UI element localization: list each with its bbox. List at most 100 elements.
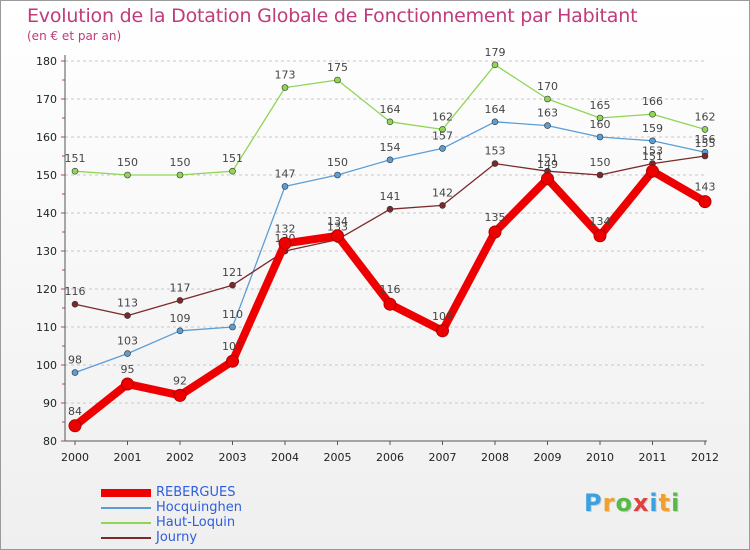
data-point [173, 388, 187, 402]
data-point [698, 195, 712, 209]
legend-swatch [101, 507, 151, 509]
logo-letter: i [649, 489, 659, 517]
data-label: 159 [642, 122, 663, 135]
data-label: 133 [327, 221, 348, 234]
data-point [71, 300, 79, 308]
legend-label: REBERGUES [156, 485, 236, 500]
data-label: 143 [695, 181, 716, 194]
data-label: 134 [327, 215, 348, 228]
data-label: 156 [695, 133, 716, 146]
data-point [386, 118, 394, 126]
data-label: 142 [432, 186, 453, 199]
y-tick-label: 170 [36, 93, 57, 106]
data-label: 154 [380, 141, 401, 154]
data-point [649, 137, 656, 145]
data-point [544, 95, 551, 103]
data-label: 117 [170, 281, 191, 294]
data-point [334, 171, 341, 179]
legend-item: Hocquinghen [101, 500, 361, 516]
x-tick-label: 2003 [219, 451, 247, 464]
data-label: 147 [275, 167, 296, 180]
data-point [491, 160, 499, 167]
chart-subtitle: (en € et par an) [27, 29, 122, 43]
logo-letter: i [671, 489, 681, 517]
data-point [701, 152, 709, 160]
data-label: 103 [117, 335, 138, 348]
data-point [596, 114, 604, 122]
data-label: 165 [590, 99, 611, 112]
data-point [331, 229, 344, 243]
x-tick-label: 2000 [61, 451, 89, 464]
data-point [386, 205, 394, 213]
x-tick-label: 2008 [481, 451, 509, 464]
y-tick-label: 180 [36, 55, 57, 68]
data-point [176, 297, 184, 304]
data-label: 157 [432, 129, 453, 142]
x-tick-label: 2009 [534, 451, 562, 464]
legend-item: Haut-Loquin [101, 515, 361, 531]
data-point [229, 167, 236, 175]
data-point [646, 164, 659, 178]
data-label: 109 [170, 312, 191, 325]
data-label: 135 [485, 211, 506, 224]
legend-label: Hocquinghen [156, 500, 242, 515]
legend-label: Journy [156, 530, 198, 545]
data-label: 170 [537, 80, 558, 93]
data-label: 155 [695, 137, 716, 150]
data-point [439, 202, 446, 209]
data-label: 150 [590, 156, 611, 169]
data-point [121, 377, 134, 391]
data-label: 141 [380, 190, 401, 203]
data-label: 166 [642, 95, 663, 108]
data-point [491, 118, 499, 126]
data-label: 160 [590, 118, 611, 131]
data-point [229, 323, 236, 331]
data-point [439, 145, 446, 152]
data-point [334, 76, 341, 84]
data-point [71, 369, 79, 376]
data-point [176, 171, 184, 179]
data-point [383, 297, 397, 311]
x-tick-label: 2012 [691, 451, 719, 464]
data-point [281, 84, 289, 91]
data-point [176, 327, 184, 335]
data-label: 151 [642, 150, 663, 163]
data-label: 116 [380, 283, 401, 296]
data-label: 162 [695, 110, 716, 123]
y-tick-label: 150 [36, 169, 57, 182]
data-label: 98 [68, 354, 82, 367]
data-label: 163 [537, 107, 558, 120]
data-label: 95 [121, 363, 135, 376]
data-label: 84 [68, 405, 82, 418]
data-label: 150 [117, 156, 138, 169]
data-label: 175 [327, 61, 348, 74]
y-tick-label: 80 [43, 435, 57, 448]
x-tick-label: 2010 [586, 451, 614, 464]
data-label: 153 [485, 145, 506, 158]
data-point [436, 324, 449, 338]
y-tick-label: 160 [36, 131, 57, 144]
data-point [124, 350, 131, 357]
x-tick-label: 2007 [429, 451, 457, 464]
data-label: 151 [537, 152, 558, 165]
data-point [701, 126, 709, 133]
legend-label: Haut-Loquin [156, 515, 236, 530]
logo-letter: t [658, 489, 672, 517]
legend-item: Journy [101, 530, 361, 546]
x-tick-label: 2011 [639, 451, 667, 464]
y-tick-label: 100 [36, 359, 57, 372]
data-point [439, 126, 446, 133]
chart-title: Evolution de la Dotation Globale de Fonc… [27, 5, 638, 27]
data-point [593, 229, 607, 243]
data-label: 134 [590, 215, 611, 228]
data-point [71, 167, 79, 175]
data-label: 149 [537, 158, 558, 171]
data-point [596, 133, 604, 141]
data-label: 179 [485, 46, 506, 59]
logo-letter: r [602, 489, 616, 517]
data-point [544, 122, 551, 129]
legend-swatch [101, 537, 151, 539]
data-label: 110 [222, 308, 243, 321]
